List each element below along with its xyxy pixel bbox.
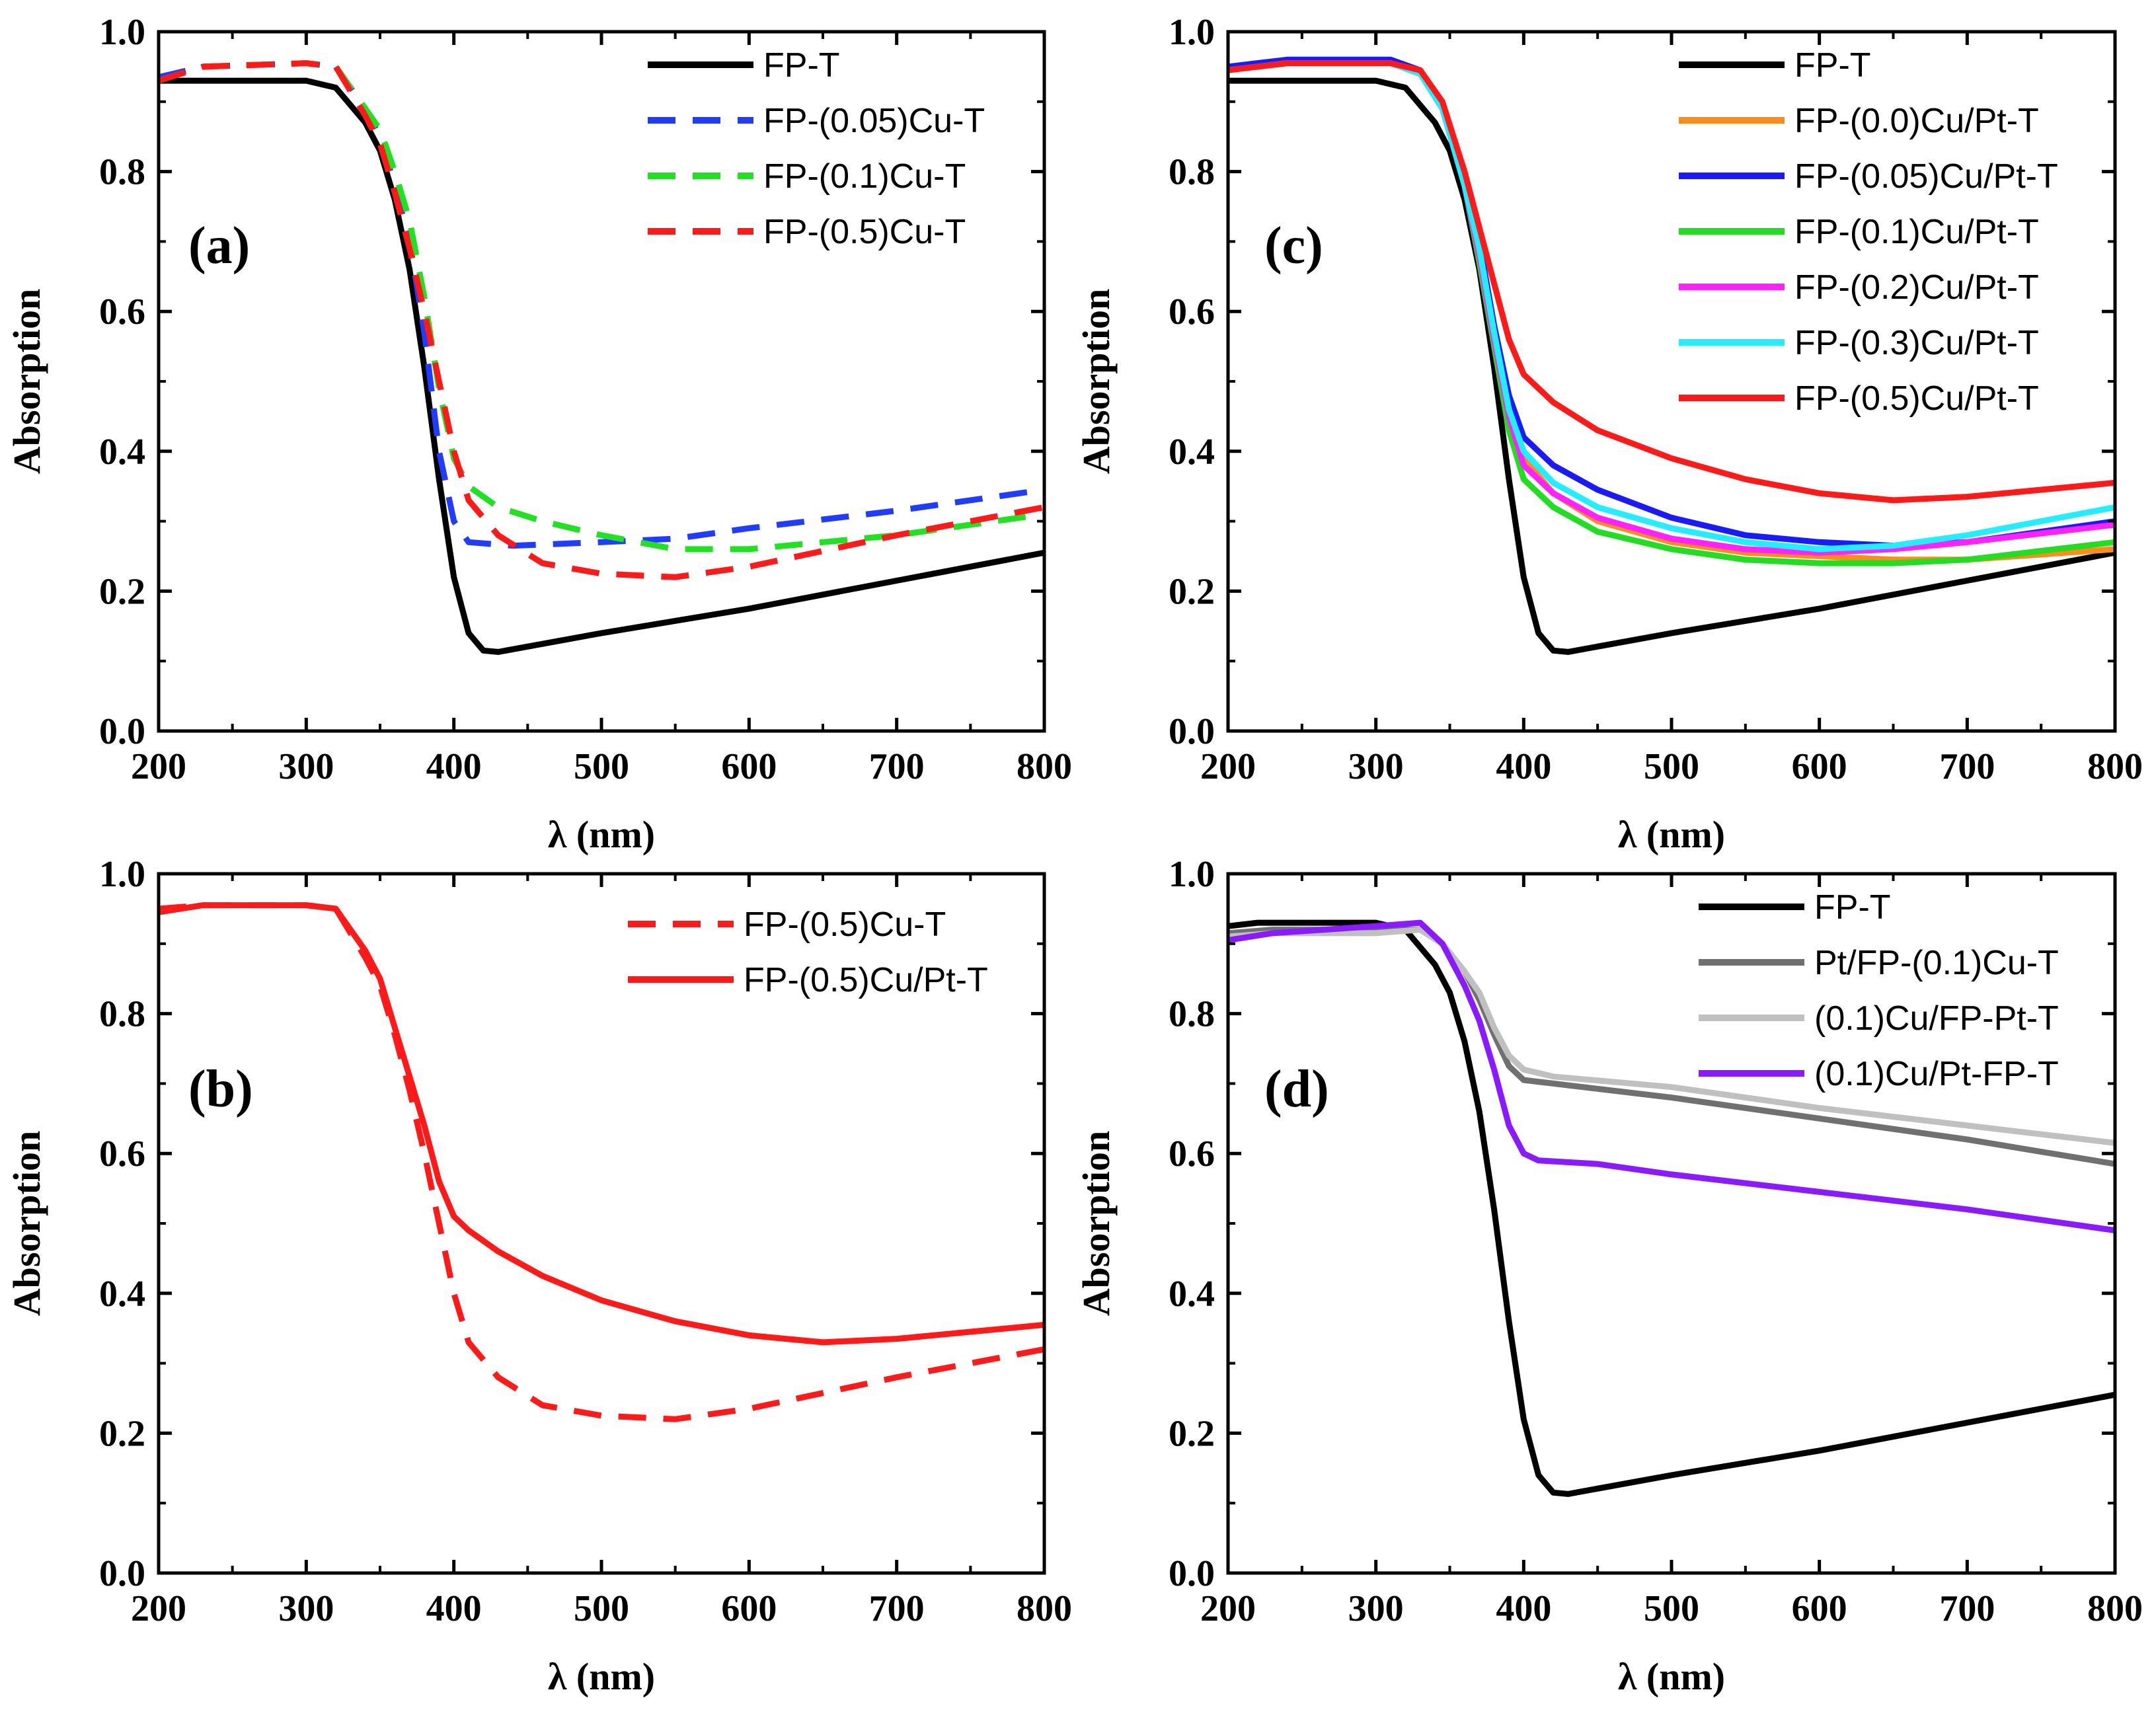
panel-label: (c) <box>1264 217 1323 275</box>
panel-label: (b) <box>188 1060 253 1118</box>
y-axis-title: Absorption <box>1075 1131 1118 1316</box>
x-tick-label: 200 <box>131 1588 186 1629</box>
series-line-6 <box>1228 60 2115 504</box>
panel-label: (a) <box>188 217 250 275</box>
y-tick-label: 1.0 <box>99 854 145 895</box>
x-tick-label: 600 <box>721 746 777 787</box>
x-tick-label: 500 <box>1644 746 1699 787</box>
y-tick-label: 1.0 <box>99 12 145 53</box>
legend-entry: FP-(0.05)Cu-T <box>763 102 985 140</box>
x-tick-label: 800 <box>2087 1588 2143 1629</box>
x-axis-title: λ (nm) <box>1618 813 1725 856</box>
legend-entry: FP-(0.5)Cu/Pt-T <box>1794 379 2039 418</box>
y-axis-title: Absorption <box>5 289 48 474</box>
y-tick-label: 0.0 <box>99 1553 145 1594</box>
y-tick-label: 0.8 <box>1169 152 1215 193</box>
x-tick-label: 500 <box>574 1588 629 1629</box>
series-line-1 <box>159 902 1044 1346</box>
legend: FP-T FP-(0.0)Cu/Pt-T FP-(0.05)Cu/Pt-T FP-(0… <box>1679 46 2058 418</box>
x-tick-label: 700 <box>1939 746 1995 787</box>
y-tick-label: 0.4 <box>1169 1274 1215 1315</box>
y-tick-label: 0.4 <box>99 1274 145 1315</box>
y-tick-label: 0.2 <box>99 571 145 612</box>
x-tick-label: 400 <box>426 746 482 787</box>
legend-entry: FP-(0.05)Cu/Pt-T <box>1794 157 2058 196</box>
x-tick-label: 400 <box>426 1588 482 1629</box>
legend-entry: FP-T <box>763 46 840 85</box>
legend-entry: FP-(0.1)Cu/Pt-T <box>1794 213 2039 251</box>
legend-entry: FP-(0.5)Cu-T <box>744 905 946 944</box>
y-tick-label: 0.4 <box>1169 432 1215 473</box>
x-tick-label: 500 <box>1644 1588 1699 1629</box>
y-tick-label: 0.2 <box>1169 1413 1215 1454</box>
legend-entry: FP-(0.5)Cu-T <box>763 213 966 251</box>
y-tick-label: 0.2 <box>99 1413 145 1454</box>
x-tick-label: 200 <box>1200 1588 1256 1629</box>
x-tick-label: 300 <box>278 746 334 787</box>
x-tick-label: 400 <box>1496 746 1551 787</box>
x-tick-label: 300 <box>1348 746 1404 787</box>
chart-panel-3: 200 300 400 500 600 700 800 0.0 0.2 0.4 0.6 0.8 1.0 λ… <box>1075 854 2143 1698</box>
series-line-2 <box>1228 927 2115 1146</box>
x-tick-label: 800 <box>1017 1588 1072 1629</box>
x-tick-label: 700 <box>869 1588 925 1629</box>
legend: FP-T FP-(0.05)Cu-T FP-(0.1)Cu-T FP-(0.5)Cu-… <box>648 46 985 251</box>
y-axis-title: Absorption <box>1075 289 1118 474</box>
panel-label: (d) <box>1264 1060 1329 1118</box>
x-tick-label: 700 <box>869 746 925 787</box>
legend-entry: (0.1)Cu/Pt-FP-T <box>1814 1055 2059 1093</box>
legend-entry: FP-(0.0)Cu/Pt-T <box>1794 102 2039 140</box>
y-tick-label: 0.0 <box>1169 711 1215 752</box>
y-tick-label: 0.6 <box>99 291 145 332</box>
legend-entry: FP-T <box>1794 46 1871 85</box>
legend-entry: FP-(0.5)Cu/Pt-T <box>744 961 988 999</box>
x-tick-label: 300 <box>1348 1588 1404 1629</box>
series-line-1 <box>159 60 1044 549</box>
y-tick-label: 0.6 <box>1169 291 1215 332</box>
x-tick-label: 600 <box>1792 746 1847 787</box>
series-line-0 <box>1228 77 2115 655</box>
legend-entry: (0.1)Cu/FP-Pt-T <box>1814 999 2059 1038</box>
x-tick-label: 200 <box>1200 746 1256 787</box>
x-tick-label: 300 <box>278 1588 334 1629</box>
x-tick-label: 600 <box>1792 1588 1847 1629</box>
x-axis-title: λ (nm) <box>548 813 655 856</box>
series-line-3 <box>159 60 1044 580</box>
legend-entry: FP-(0.2)Cu/Pt-T <box>1794 268 2039 307</box>
chart-panel-0: 200 300 400 500 600 700 800 0.0 0.2 0.4 0.6 0.8 1.0 λ… <box>5 12 1072 856</box>
series-line-3 <box>1228 919 2115 1234</box>
x-tick-label: 700 <box>1939 1588 1995 1629</box>
x-axis-title: λ (nm) <box>1618 1655 1725 1698</box>
x-tick-label: 800 <box>2087 746 2143 787</box>
legend-entry: FP-T <box>1814 888 1891 927</box>
y-tick-label: 0.0 <box>99 711 145 752</box>
y-tick-label: 0.8 <box>99 994 145 1035</box>
y-axis-title: Absorption <box>5 1131 48 1316</box>
legend: FP-(0.5)Cu-T FP-(0.5)Cu/Pt-T <box>628 905 988 999</box>
y-tick-label: 0.8 <box>99 152 145 193</box>
y-tick-label: 1.0 <box>1169 12 1215 53</box>
x-axis-title: λ (nm) <box>548 1655 655 1698</box>
series-line-0 <box>159 77 1044 655</box>
y-tick-label: 0.6 <box>1169 1134 1215 1174</box>
y-tick-label: 0.2 <box>1169 571 1215 612</box>
x-tick-label: 500 <box>574 746 629 787</box>
legend-entry: FP-(0.3)Cu/Pt-T <box>1794 324 2039 362</box>
legend-entry: Pt/FP-(0.1)Cu-T <box>1814 944 2059 982</box>
y-tick-label: 0.8 <box>1169 994 1215 1035</box>
legend: FP-T Pt/FP-(0.1)Cu-T (0.1)Cu/FP-Pt-T (0.1)C… <box>1699 888 2059 1093</box>
chart-panel-2: 200 300 400 500 600 700 800 0.0 0.2 0.4 0.6 0.8 1.0 λ… <box>1075 12 2143 856</box>
series-line-0 <box>159 902 1044 1422</box>
y-tick-label: 1.0 <box>1169 854 1215 895</box>
chart-panel-1: 200 300 400 500 600 700 800 0.0 0.2 0.4 0.6 0.8 1.0 λ… <box>5 854 1072 1698</box>
x-tick-label: 200 <box>131 746 186 787</box>
y-tick-label: 0.6 <box>99 1134 145 1174</box>
x-tick-label: 800 <box>1017 746 1072 787</box>
x-tick-label: 600 <box>721 1588 777 1629</box>
legend-entry: FP-(0.1)Cu-T <box>763 157 966 196</box>
x-tick-label: 400 <box>1496 1588 1551 1629</box>
y-tick-label: 0.4 <box>99 432 145 473</box>
y-tick-label: 0.0 <box>1169 1553 1215 1594</box>
